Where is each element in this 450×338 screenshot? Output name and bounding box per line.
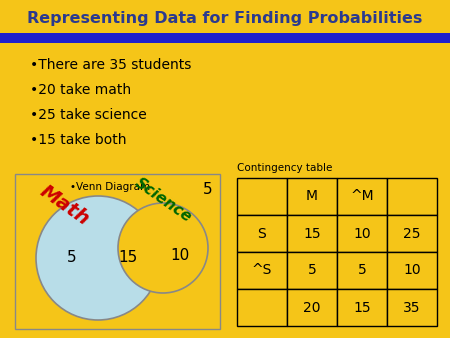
- Bar: [0, 33, 450, 43]
- Text: 20: 20: [303, 300, 321, 314]
- Circle shape: [36, 196, 160, 320]
- Text: 15: 15: [303, 226, 321, 241]
- Text: •20 take math: •20 take math: [30, 83, 131, 97]
- Bar: [337, 289, 387, 326]
- Text: 5: 5: [203, 183, 213, 197]
- Bar: [15, 174, 220, 329]
- Text: 25: 25: [403, 226, 421, 241]
- Text: Science: Science: [132, 175, 194, 225]
- Text: 5: 5: [358, 264, 366, 277]
- Text: 5: 5: [308, 264, 316, 277]
- Text: 5: 5: [67, 250, 77, 266]
- Text: Contingency table: Contingency table: [237, 163, 333, 173]
- Bar: [237, 289, 287, 326]
- Text: 15: 15: [118, 250, 138, 266]
- Bar: [337, 215, 387, 252]
- Text: Math: Math: [37, 181, 93, 229]
- Text: •Venn Diagram: •Venn Diagram: [70, 182, 150, 192]
- Bar: [287, 252, 337, 289]
- Bar: [237, 252, 287, 289]
- Bar: [387, 215, 437, 252]
- Text: 10: 10: [171, 247, 189, 263]
- Bar: [287, 178, 337, 215]
- Text: S: S: [257, 226, 266, 241]
- Bar: [337, 252, 387, 289]
- Text: •15 take both: •15 take both: [30, 133, 126, 147]
- Text: 10: 10: [403, 264, 421, 277]
- Bar: [237, 215, 287, 252]
- Bar: [287, 215, 337, 252]
- Text: ^M: ^M: [350, 190, 374, 203]
- Text: M: M: [306, 190, 318, 203]
- Bar: [387, 178, 437, 215]
- Text: 35: 35: [403, 300, 421, 314]
- Bar: [387, 289, 437, 326]
- Text: 10: 10: [353, 226, 371, 241]
- Circle shape: [118, 203, 208, 293]
- Bar: [237, 178, 287, 215]
- Text: •25 take science: •25 take science: [30, 108, 147, 122]
- Bar: [337, 178, 387, 215]
- Text: ^S: ^S: [252, 264, 272, 277]
- Text: Representing Data for Finding Probabilities: Representing Data for Finding Probabilit…: [27, 10, 423, 25]
- Bar: [287, 289, 337, 326]
- Text: •There are 35 students: •There are 35 students: [30, 58, 191, 72]
- Text: 15: 15: [353, 300, 371, 314]
- Bar: [387, 252, 437, 289]
